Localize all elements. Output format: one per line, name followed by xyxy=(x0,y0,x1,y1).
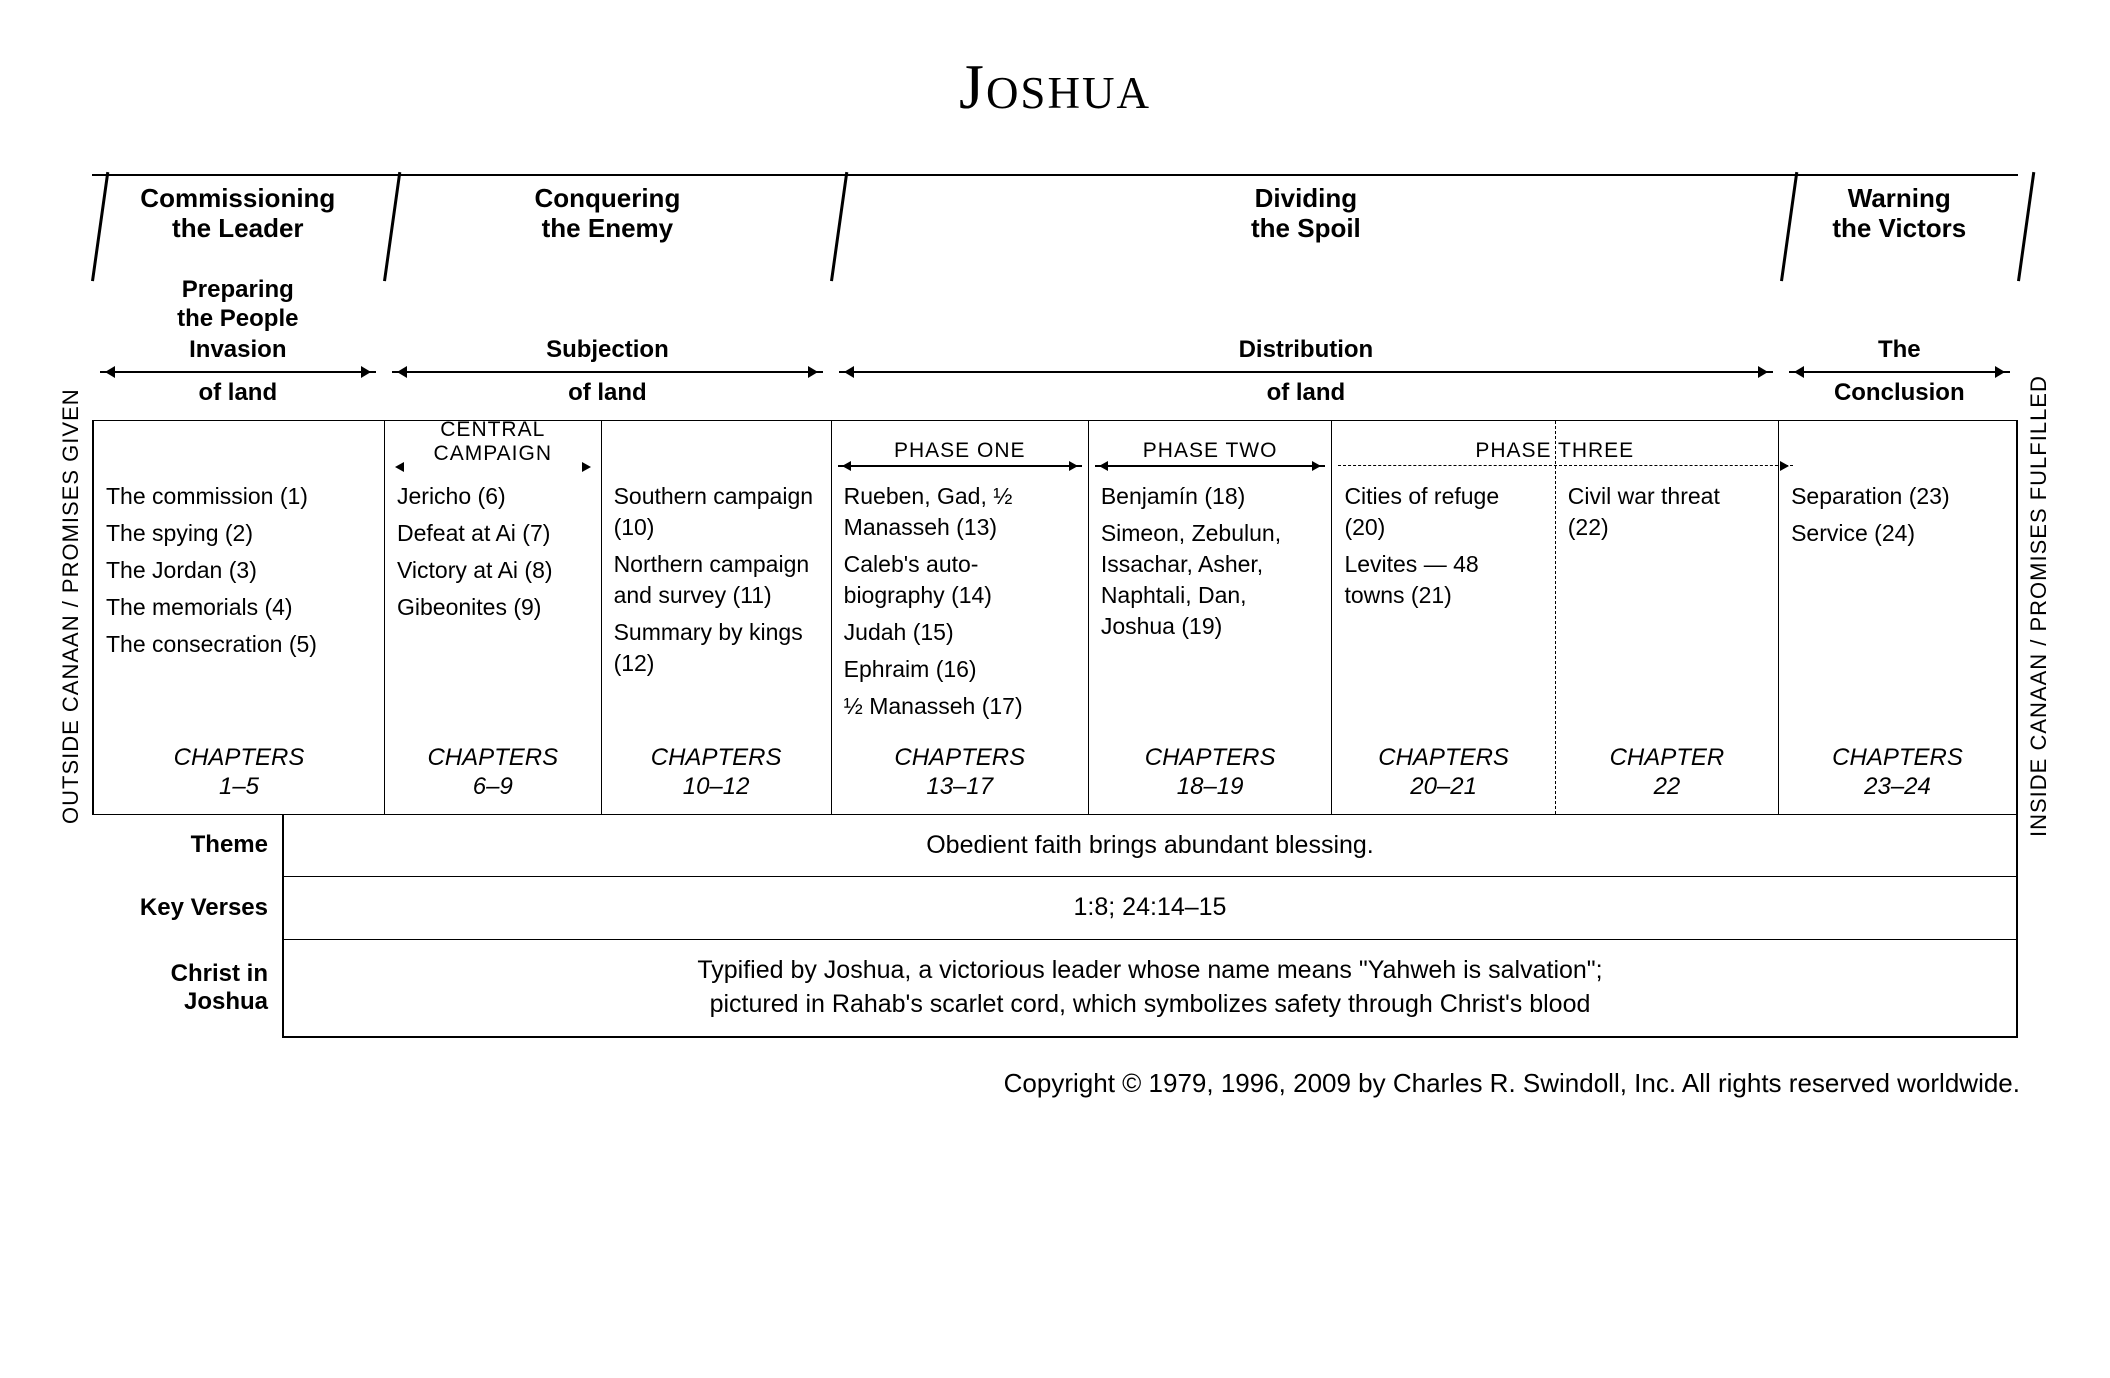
phase-label: PHASE TWO xyxy=(1089,435,1332,465)
chapter-entry: The commission (1) xyxy=(106,481,372,512)
chart-column: PHASE TWO Benjamín (18) Simeon, Zebulun, I… xyxy=(1089,421,1333,814)
footer-key: Christ in Joshua xyxy=(92,940,282,1036)
column-body: The commission (1) The spying (2) The Jord… xyxy=(94,473,384,736)
column-footer: CHAPTERS6–9 xyxy=(385,736,601,814)
chapter-entry: Jericho (6) xyxy=(397,481,589,512)
chapter-entry: Northern campaign and survey (11) xyxy=(614,549,819,611)
region-label: The xyxy=(1781,336,2018,365)
chapter-entry: Judah (15) xyxy=(844,617,1076,648)
section-subheading: Preparingthe People xyxy=(92,276,384,336)
column-body: Cities of refuge (20)Levites — 48 towns … xyxy=(1332,473,1554,736)
footer-value: Typified by Joshua, a victorious leader … xyxy=(282,940,2018,1036)
chapter-entry: The spying (2) xyxy=(106,518,372,549)
footer-row: Key Verses1:8; 24:14–15 xyxy=(282,876,2018,939)
phase-label: CENTRALCAMPAIGN xyxy=(385,414,601,466)
section-subheadings: Preparingthe People xyxy=(92,276,2018,336)
footer-value: Obedient faith brings abundant blessing. xyxy=(282,815,2018,877)
column-footer: CHAPTERS20–21 xyxy=(1332,736,1554,814)
column-footer: CHAPTER22 xyxy=(1556,736,1778,814)
region-arrow xyxy=(392,371,824,373)
chart-column: PHASE ONE Rueben, Gad, ½ Manasseh (13)Cal… xyxy=(832,421,1089,814)
region-label: Distribution xyxy=(831,336,1780,365)
chapter-entry: Caleb's auto-biography (14) xyxy=(844,549,1076,611)
column-body: Separation (23) Service (24) xyxy=(1779,473,2016,736)
chapter-entry: Summary by kings (12) xyxy=(614,617,819,679)
phase-label: PHASE THREE xyxy=(1332,435,1777,465)
column-footer: CHAPTERS23–24 xyxy=(1779,736,2016,814)
region-arrow xyxy=(839,371,1772,373)
footer-row: Christ in JoshuaTypified by Joshua, a vi… xyxy=(282,939,2018,1038)
phase-arrow xyxy=(838,465,1082,467)
right-side-label: INSIDE CANAAN / PROMISES FULFILLED xyxy=(2018,326,2060,886)
chapter-entry: Defeat at Ai (7) xyxy=(397,518,589,549)
chapter-entry: Benjamín (18) xyxy=(1101,481,1320,512)
section-subheading xyxy=(384,276,832,336)
footer-rows: ThemeObedient faith brings abundant bles… xyxy=(282,815,2018,1038)
chapter-entry: Victory at Ai (8) xyxy=(397,555,589,586)
chart-column: Southern campaign (10)Northern campaign … xyxy=(602,421,832,814)
chapter-entry: Ephraim (16) xyxy=(844,654,1076,685)
chapter-entry: ½ Manasseh (17) xyxy=(844,691,1076,722)
chart-column: The commission (1) The spying (2) The Jord… xyxy=(94,421,385,814)
footer-value: 1:8; 24:14–15 xyxy=(282,877,2018,939)
region-label: of land xyxy=(92,379,384,408)
page-title: Joshua xyxy=(50,50,2060,124)
copyright: Copyright © 1979, 1996, 2009 by Charles … xyxy=(50,1038,2060,1099)
region-arrow xyxy=(100,371,376,373)
phase-arrow xyxy=(1338,465,1793,467)
column-body: Southern campaign (10)Northern campaign … xyxy=(602,473,831,736)
region-label: Invasion xyxy=(92,336,384,365)
region-labels-top: InvasionSubjectionDistributionThe xyxy=(92,336,2018,365)
chapter-entry: Service (24) xyxy=(1791,518,2004,549)
column-footer: CHAPTERS13–17 xyxy=(832,736,1088,814)
column-body: Jericho (6) Defeat at Ai (7) Victory at Ai… xyxy=(385,473,601,736)
footer-row: ThemeObedient faith brings abundant bles… xyxy=(282,815,2018,877)
chapter-entry: Cities of refuge (20) xyxy=(1344,481,1542,543)
region-label: Conclusion xyxy=(1781,379,2018,408)
chapter-entry: Simeon, Zebulun, Issachar, Asher, Naphta… xyxy=(1101,518,1320,642)
chart-column: Separation (23) Service (24) CHAPTERS23–24 xyxy=(1779,421,2016,814)
chapter-entry: Rueben, Gad, ½ Manasseh (13) xyxy=(844,481,1076,543)
region-arrows xyxy=(92,367,2018,377)
region-arrow xyxy=(1789,371,2010,373)
section-subheading xyxy=(831,276,1780,336)
body-grid: The commission (1) The spying (2) The Jord… xyxy=(92,420,2018,815)
chart-wrapper: OUTSIDE CANAAN / PROMISES GIVEN Commissi… xyxy=(50,174,2060,1038)
section-heading: Commissioningthe Leader xyxy=(92,176,384,276)
footer-key: Theme xyxy=(92,815,282,877)
chapter-entry: Levites — 48 towns (21) xyxy=(1344,549,1542,611)
section-heading: Warningthe Victors xyxy=(1781,176,2018,276)
chapter-entry: Gibeonites (9) xyxy=(397,592,589,623)
column-body: Rueben, Gad, ½ Manasseh (13)Caleb's auto… xyxy=(832,473,1088,736)
section-subheading xyxy=(1781,276,2018,336)
left-side-label: OUTSIDE CANAAN / PROMISES GIVEN xyxy=(50,326,92,886)
section-heading: Conqueringthe Enemy xyxy=(384,176,832,276)
column-footer: CHAPTERS1–5 xyxy=(94,736,384,814)
chapter-entry: The Jordan (3) xyxy=(106,555,372,586)
chapter-entry: The consecration (5) xyxy=(106,629,372,660)
section-heading: Dividingthe Spoil xyxy=(831,176,1780,276)
region-labels-bottom: of landof landof landConclusion xyxy=(92,379,2018,408)
section-headings: Commissioningthe LeaderConqueringthe Ene… xyxy=(92,176,2018,276)
chart-column: Civil war threat (22) CHAPTER22 xyxy=(1556,421,1779,814)
chapter-entry: The memorials (4) xyxy=(106,592,372,623)
chart-column: PHASE THREECities of refuge (20)Levites … xyxy=(1332,421,1555,814)
chapter-entry: Civil war threat (22) xyxy=(1568,481,1766,543)
phase-label: PHASE ONE xyxy=(832,435,1088,465)
section-divider xyxy=(2017,172,2035,281)
region-label: of land xyxy=(384,379,832,408)
chart: Commissioningthe LeaderConqueringthe Ene… xyxy=(92,174,2018,1038)
chapter-entry: Separation (23) xyxy=(1791,481,2004,512)
chapter-entry: Southern campaign (10) xyxy=(614,481,819,543)
column-footer: CHAPTERS18–19 xyxy=(1089,736,1332,814)
column-body: Benjamín (18) Simeon, Zebulun, Issachar, … xyxy=(1089,473,1332,736)
region-label: Subjection xyxy=(384,336,832,365)
column-footer: CHAPTERS10–12 xyxy=(602,736,831,814)
region-label: of land xyxy=(831,379,1780,408)
column-body: Civil war threat (22) xyxy=(1556,473,1778,736)
chart-column: CENTRALCAMPAIGNJericho (6)Defeat at Ai (… xyxy=(385,421,602,814)
phase-arrow xyxy=(1095,465,1326,467)
footer-key: Key Verses xyxy=(92,877,282,939)
